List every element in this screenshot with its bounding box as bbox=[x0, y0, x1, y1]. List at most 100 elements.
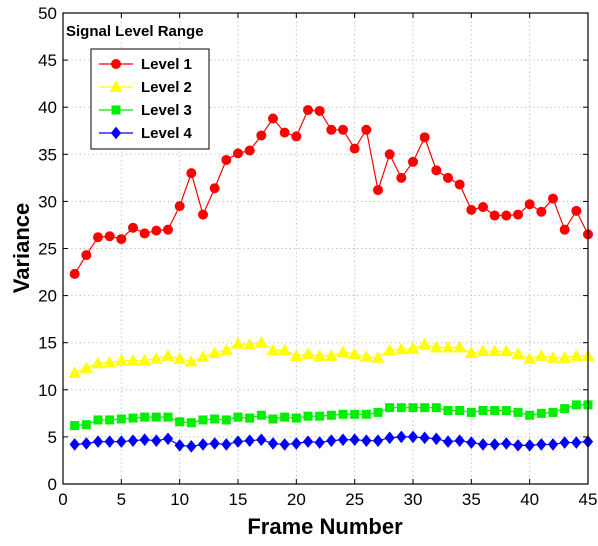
legend-label: Level 4 bbox=[141, 125, 193, 142]
data-point bbox=[359, 350, 373, 362]
data-point bbox=[81, 250, 92, 261]
data-point bbox=[81, 437, 92, 450]
data-point bbox=[536, 408, 546, 418]
x-tick-label: 15 bbox=[229, 490, 248, 509]
data-point bbox=[254, 336, 268, 348]
data-point bbox=[464, 346, 478, 359]
data-point bbox=[431, 165, 442, 176]
data-point bbox=[233, 412, 243, 422]
data-point bbox=[163, 412, 173, 422]
data-point bbox=[162, 432, 174, 446]
data-point bbox=[138, 354, 152, 366]
x-tick-label: 0 bbox=[58, 490, 67, 509]
data-point bbox=[291, 131, 302, 142]
data-point bbox=[70, 421, 80, 431]
data-point bbox=[140, 412, 150, 422]
x-tick-label: 45 bbox=[579, 490, 598, 509]
data-point bbox=[186, 168, 197, 179]
data-point bbox=[420, 403, 430, 413]
annotation-text: Signal Level Range bbox=[66, 23, 204, 40]
data-point bbox=[326, 434, 337, 447]
data-point bbox=[104, 435, 115, 448]
series-4 bbox=[69, 430, 594, 453]
data-point bbox=[151, 225, 162, 236]
data-point bbox=[349, 433, 360, 447]
data-point bbox=[139, 433, 150, 447]
data-point bbox=[443, 406, 453, 416]
legend-item: Level 3 bbox=[99, 102, 192, 119]
data-point bbox=[149, 352, 163, 364]
data-point bbox=[280, 412, 290, 422]
data-point bbox=[396, 172, 407, 183]
data-point bbox=[406, 341, 420, 354]
data-point bbox=[536, 206, 547, 217]
x-tick-label: 30 bbox=[404, 490, 423, 509]
data-point bbox=[303, 105, 313, 116]
data-point bbox=[441, 340, 455, 353]
data-point bbox=[466, 204, 477, 215]
data-point bbox=[349, 143, 360, 154]
x-tick-label: 20 bbox=[287, 490, 306, 509]
data-point bbox=[571, 400, 581, 410]
data-point bbox=[301, 347, 315, 360]
data-point bbox=[454, 179, 465, 190]
legend-item: Level 2 bbox=[99, 79, 192, 96]
data-point bbox=[489, 438, 500, 451]
data-point bbox=[548, 407, 558, 417]
data-point bbox=[221, 438, 232, 451]
data-point bbox=[103, 355, 117, 368]
data-point bbox=[418, 338, 432, 350]
data-point bbox=[442, 435, 454, 448]
data-point bbox=[559, 224, 570, 235]
x-tick-label: 40 bbox=[520, 490, 539, 509]
legend-swatch-marker bbox=[109, 80, 123, 92]
data-point bbox=[209, 183, 220, 194]
x-tick-label: 10 bbox=[170, 490, 189, 509]
series-group bbox=[68, 105, 595, 453]
data-point bbox=[245, 413, 255, 423]
data-point bbox=[501, 210, 512, 221]
data-point bbox=[116, 234, 127, 245]
data-point bbox=[174, 201, 185, 212]
data-point bbox=[128, 222, 138, 233]
data-point bbox=[361, 434, 372, 447]
data-point bbox=[174, 439, 185, 452]
data-point bbox=[361, 409, 371, 419]
data-point bbox=[256, 410, 266, 420]
x-tick-label: 25 bbox=[345, 490, 364, 509]
data-point bbox=[244, 434, 255, 447]
data-point bbox=[231, 337, 245, 349]
data-point bbox=[279, 438, 290, 451]
data-point bbox=[175, 417, 185, 427]
x-tick-label: 35 bbox=[462, 490, 481, 509]
data-point bbox=[407, 430, 419, 444]
data-point bbox=[501, 406, 511, 416]
data-point bbox=[546, 351, 560, 363]
data-point bbox=[419, 132, 430, 143]
data-point bbox=[184, 355, 198, 367]
data-point bbox=[314, 105, 325, 116]
data-point bbox=[243, 338, 257, 350]
data-point bbox=[571, 436, 582, 449]
data-point bbox=[221, 154, 232, 165]
data-point bbox=[511, 347, 525, 360]
data-point bbox=[536, 438, 547, 451]
data-point bbox=[151, 412, 161, 422]
data-point bbox=[114, 354, 128, 366]
data-point bbox=[208, 346, 222, 359]
data-point bbox=[454, 434, 465, 447]
data-point bbox=[69, 438, 80, 451]
y-tick-label: 5 bbox=[48, 428, 57, 447]
data-point bbox=[361, 124, 372, 135]
data-point bbox=[466, 407, 476, 417]
y-tick-label: 35 bbox=[38, 145, 57, 164]
data-point bbox=[453, 340, 467, 353]
data-point bbox=[163, 224, 173, 235]
data-point bbox=[244, 145, 255, 156]
data-point bbox=[488, 344, 502, 357]
data-point bbox=[429, 340, 443, 353]
data-point bbox=[186, 418, 196, 428]
y-tick-label: 15 bbox=[38, 334, 57, 353]
data-point bbox=[69, 268, 80, 279]
